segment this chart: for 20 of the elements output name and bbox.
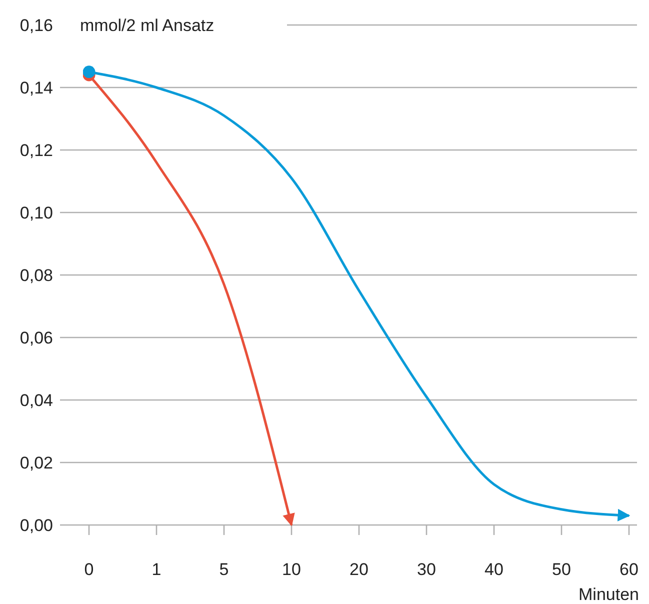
y-tick-label: 0,12 xyxy=(20,140,53,160)
y-tick-label: 0,10 xyxy=(20,203,53,222)
y-tick-label: 0,02 xyxy=(20,453,53,472)
x-tick-label: 5 xyxy=(219,560,229,579)
x-tick-label: 40 xyxy=(484,560,504,579)
x-tick-label: 30 xyxy=(417,560,436,579)
y-tick-label: 0,08 xyxy=(20,266,53,285)
y-tick-label: 0,06 xyxy=(20,328,53,348)
x-axis-title: Minuten xyxy=(578,585,639,604)
x-tick-label: 20 xyxy=(350,560,368,579)
y-tick-label: 0,00 xyxy=(20,516,53,535)
x-tick-label: 1 xyxy=(152,560,162,579)
x-tick-label: 0 xyxy=(84,560,94,579)
x-tick-label: 60 xyxy=(620,560,638,579)
y-tick-label: 0,04 xyxy=(20,390,53,410)
y-tick-label: 0,14 xyxy=(20,78,53,98)
y-axis-title: mmol/2 ml Ansatz xyxy=(80,16,214,35)
y-tick-label: 0,16 xyxy=(20,16,53,35)
x-tick-label: 50 xyxy=(552,560,571,579)
x-tick-label: 10 xyxy=(282,560,301,579)
